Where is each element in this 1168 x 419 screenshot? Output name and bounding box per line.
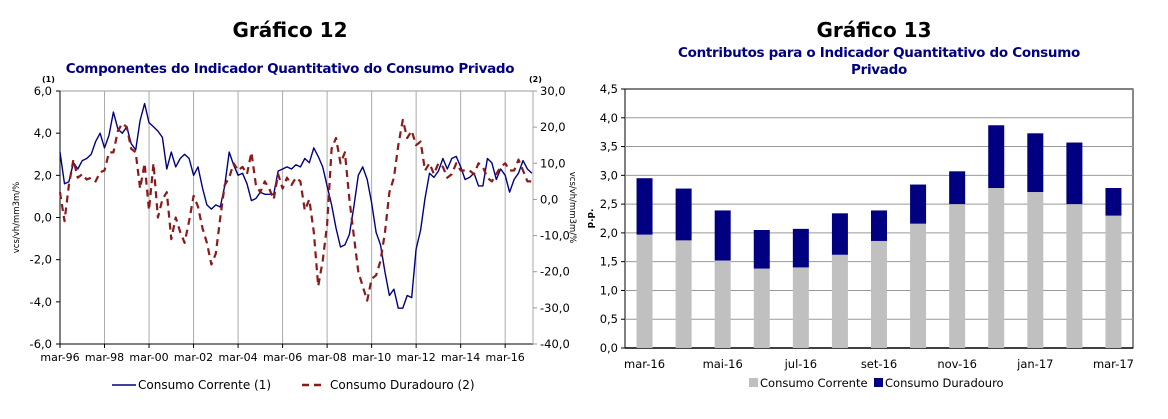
legend-label-consumo-duradouro: Consumo Duradouro (2) [330,378,475,392]
x-tick-label: mar-00 [129,351,168,364]
chart-title-line-2: Privado [851,62,907,78]
bar-consumo-corrente [792,267,809,348]
bar-consumo-corrente [1105,215,1122,348]
y2-tick-label: -40,0 [540,337,570,351]
y-tick-label: -6,0 [30,337,52,351]
y2-tick-label: 0,0 [540,192,558,206]
bar-consumo-duradouro [871,210,887,241]
grafico-13-panel: Gráfico 13 Contributos para o Indicador … [584,0,1168,419]
bar-consumo-duradouro [675,188,692,241]
bar-consumo-duradouro [792,228,809,268]
bar-consumo-corrente [988,187,1005,348]
x-tick-label: mar-06 [263,351,302,364]
x-tick-label: jul-16 [784,357,817,371]
y-tick-label: 2,0 [600,226,618,240]
legend-label-consumo-corrente: Consumo Corrente (1) [138,378,271,392]
y2-tick-label: 30,0 [540,84,566,98]
y2-axis-title: vcs/vh/mm3m/% [567,172,577,243]
figure-label: Gráfico 12 [232,18,348,42]
bar-consumo-duradouro [636,178,653,235]
x-tick-label: mar-98 [85,351,124,364]
series-line-consumo-corrente [59,102,533,309]
legend-label-consumo-duradouro: Consumo Duradouro [885,376,1004,390]
bar-consumo-duradouro [910,184,927,224]
x-tick-label: mar-16 [624,357,665,371]
bar-consumo-corrente [871,240,887,348]
bar-consumo-duradouro [1105,187,1122,216]
y-tick-label: 4,0 [600,111,618,125]
figure-label: Gráfico 13 [816,18,932,42]
y-tick-label: 3,0 [600,168,618,182]
chart-title: Contributos para o Indicador Quantitativ… [644,45,1114,79]
chart-title: Componentes do Indicador Quantitativo do… [65,61,515,77]
bar-consumo-corrente [714,260,731,348]
legend-swatch-consumo-corrente [749,378,758,387]
y-axis-note: (1) [42,75,55,84]
bar-consumo-duradouro [988,125,1005,188]
x-tick-label: nov-16 [937,357,977,371]
y-tick-label: 4,0 [34,126,52,140]
y-axis-title: p.p. [586,209,596,229]
y-tick-label: 0,5 [600,312,618,326]
x-tick-label: set-16 [861,357,897,371]
y-tick-label: 3,5 [600,140,618,154]
x-tick-label: jan-17 [1016,357,1053,371]
y-tick-label: 6,0 [34,84,52,98]
chart-title-line-1: Contributos para o Indicador Quantitativ… [678,45,1080,61]
legend-swatch-consumo-duradouro [874,378,883,387]
y2-axis-note: (2) [529,75,542,84]
x-tick-label: mar-02 [174,351,213,364]
grafico-12-panel: Gráfico 12 Componentes do Indicador Quan… [12,18,577,392]
y-tick-label: -2,0 [30,253,52,267]
x-tick-label: mar-12 [397,351,436,364]
y-tick-label: 0,0 [600,341,618,355]
line-chart: mar-96 mar-98 mar-00 mar-02 mar-04 mar-06 mar-… [12,75,577,392]
y2-tick-label: -30,0 [540,301,570,315]
x-tick-label: mar-17 [1093,357,1134,371]
bar-consumo-corrente [675,240,692,348]
y-tick-label: 4,5 [600,82,618,96]
y-tick-label: -4,0 [30,295,52,309]
y2-tick-label: 10,0 [540,156,566,170]
y2-tick-label: -20,0 [540,265,570,279]
y-axis-title: vcs/vh/mm3m/% [12,182,22,253]
bar-consumo-corrente [1066,204,1083,348]
y-tick-label: 2,5 [600,197,618,211]
bar-consumo-duradouro [753,230,770,269]
bar-consumo-duradouro [831,213,848,255]
y2-tick-label: 20,0 [540,120,566,134]
bar-consumo-duradouro [1027,133,1044,193]
bar-consumo-duradouro [714,210,731,261]
bar-consumo-duradouro [1066,142,1083,205]
legend-label-consumo-corrente: Consumo Corrente [760,376,868,390]
stacked-bar-chart: 0,0 0,5 1,0 1,5 2,0 2,5 3,0 3,5 4,0 4,5 p.p. mar-16… [586,82,1134,390]
x-tick-label: mar-96 [40,351,79,364]
x-tick-label: mai-16 [703,357,743,371]
y-tick-label: 1,0 [600,283,618,297]
bar-consumo-corrente [831,254,848,348]
x-tick-label: mar-14 [441,351,480,364]
y-tick-label: 2,0 [34,168,52,182]
bar-consumo-corrente [910,223,927,348]
bar-consumo-duradouro [949,171,966,205]
y2-tick-label: -10,0 [540,229,570,243]
bar-consumo-corrente [636,234,653,348]
x-tick-label: mar-16 [486,351,525,364]
bar-consumo-corrente [1027,192,1044,348]
bar-consumo-corrente [949,204,966,348]
y-tick-label: 1,5 [600,255,618,269]
x-tick-label: mar-08 [307,351,346,364]
y-tick-label: 0,0 [34,211,52,225]
x-tick-label: mar-04 [218,351,257,364]
x-tick-label: mar-10 [352,351,391,364]
bar-consumo-corrente [753,268,770,348]
